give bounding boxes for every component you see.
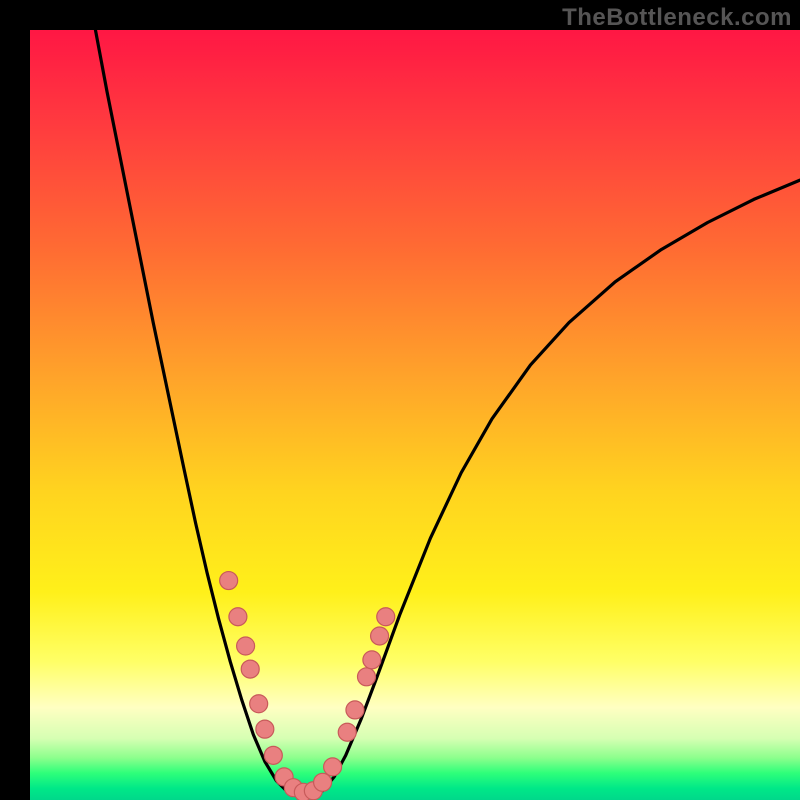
data-marker bbox=[363, 651, 381, 669]
chart-frame: TheBottleneck.com bbox=[0, 0, 800, 800]
data-marker bbox=[357, 668, 375, 686]
data-marker bbox=[264, 746, 282, 764]
data-marker bbox=[256, 720, 274, 738]
data-marker bbox=[241, 660, 259, 678]
data-marker bbox=[338, 723, 356, 741]
data-marker bbox=[324, 758, 342, 776]
watermark-text: TheBottleneck.com bbox=[562, 4, 792, 32]
data-marker bbox=[229, 608, 247, 626]
data-marker bbox=[377, 608, 395, 626]
chart-svg bbox=[30, 30, 800, 800]
data-marker bbox=[220, 572, 238, 590]
bottleneck-curve bbox=[95, 30, 800, 797]
data-marker bbox=[346, 701, 364, 719]
gradient-background bbox=[30, 30, 800, 800]
data-marker bbox=[371, 627, 389, 645]
data-marker bbox=[237, 637, 255, 655]
data-marker bbox=[314, 773, 332, 791]
data-marker bbox=[250, 695, 268, 713]
